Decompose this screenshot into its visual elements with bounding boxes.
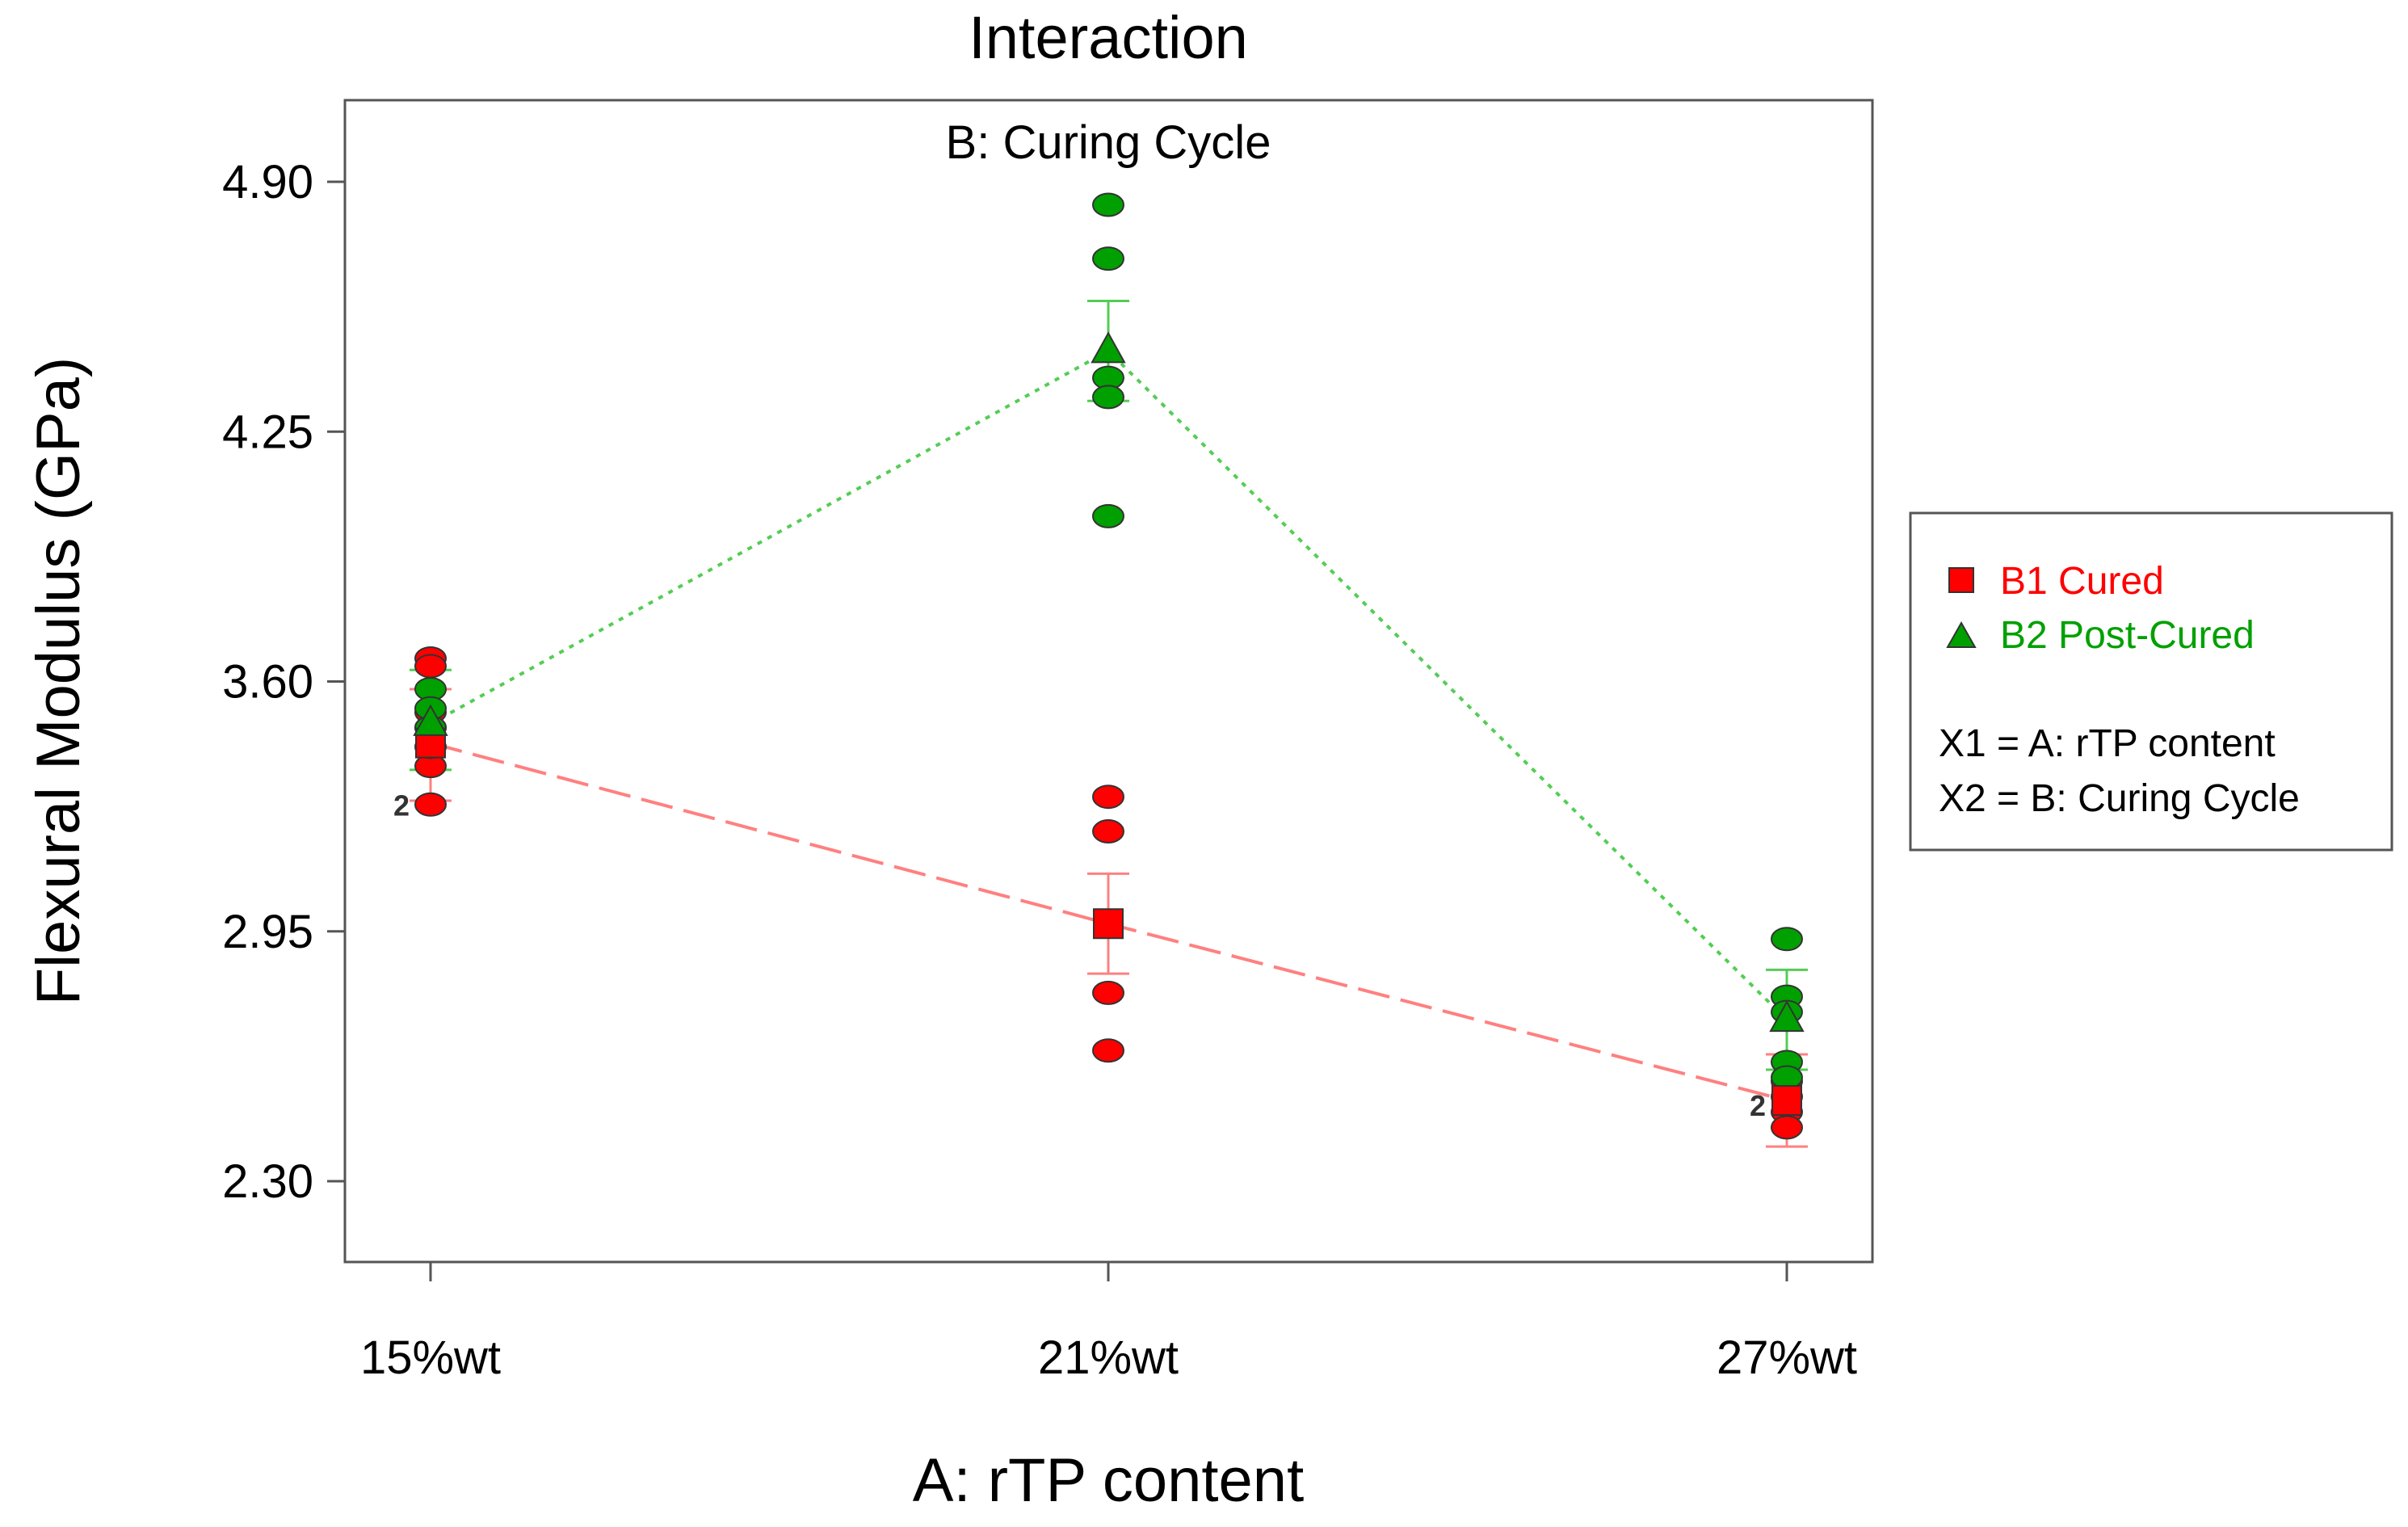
- mean-marker: [1771, 1085, 1802, 1117]
- y-tick-label: 2.30: [222, 1155, 313, 1208]
- chart-subtitle: B: Curing Cycle: [946, 116, 1271, 169]
- y-tick-label: 4.90: [222, 156, 313, 208]
- x-tick-label: 15%wt: [360, 1331, 501, 1384]
- data-point: [1771, 927, 1803, 952]
- x-axis-title: A: rTP content: [913, 1446, 1304, 1515]
- y-tick-label: 4.25: [222, 406, 313, 458]
- series-layer: 22: [393, 192, 1808, 1148]
- data-point: [1092, 819, 1124, 844]
- mean-marker: [413, 704, 448, 736]
- y-axis-title: Flexural Modulus (GPa): [24, 357, 93, 1006]
- chart-title: Interaction: [969, 4, 1248, 71]
- data-point: [1092, 192, 1124, 217]
- x-axis: 15%wt 21%wt 27%wt: [360, 1262, 1857, 1384]
- legend-box: [1909, 511, 2393, 852]
- y-tick-label: 3.60: [222, 656, 313, 709]
- legend-note-x2: X2 = B: Curing Cycle: [1939, 777, 2300, 820]
- data-point: [1092, 246, 1124, 271]
- point-count-label: 2: [1750, 1089, 1766, 1122]
- x-tick-label: 21%wt: [1038, 1331, 1179, 1384]
- plot-frame: [343, 99, 1874, 1264]
- y-tick-label: 2.95: [222, 906, 313, 958]
- legend-note-x1: X1 = A: rTP content: [1939, 722, 2276, 765]
- legend-label-b1: B1 Cured: [2000, 560, 2164, 603]
- legend: B1 Cured B2 Post-Cured X1 = A: rTP conte…: [1909, 511, 2393, 852]
- data-point: [1092, 503, 1124, 528]
- legend-square-icon: [1948, 567, 1974, 593]
- mean-marker: [1091, 331, 1126, 364]
- mean-marker: [1093, 908, 1124, 940]
- legend-label-b2: B2 Post-Cured: [2000, 614, 2255, 657]
- data-point: [1771, 1115, 1803, 1140]
- data-point: [1092, 785, 1124, 810]
- data-point: [1092, 385, 1124, 410]
- data-point: [414, 792, 447, 817]
- y-axis: 2.30 2.95 3.60 4.25 4.90: [222, 156, 345, 1208]
- x-tick-label: 27%wt: [1717, 1331, 1857, 1384]
- mean-marker: [1769, 1000, 1805, 1033]
- data-point: [414, 654, 447, 679]
- data-point: [1092, 980, 1124, 1005]
- data-point: [1092, 1038, 1124, 1063]
- series-2-means: [413, 331, 1805, 1033]
- point-count-label: 2: [393, 789, 410, 822]
- legend-triangle-icon: [1946, 620, 1977, 648]
